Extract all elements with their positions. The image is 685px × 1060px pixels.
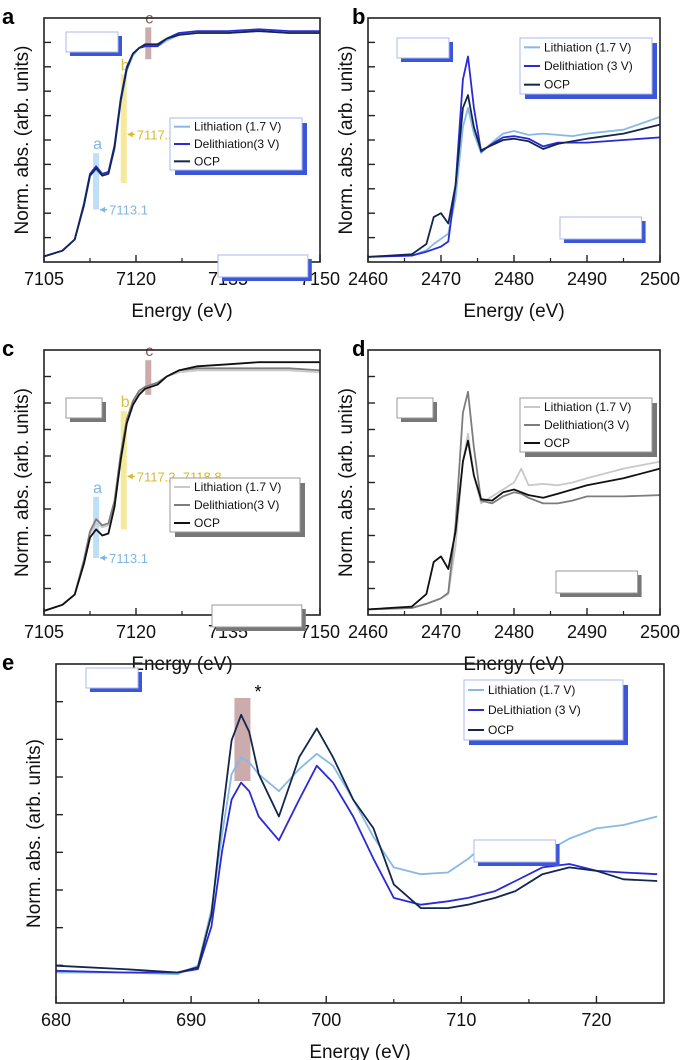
legend-entry: OCP <box>488 723 514 737</box>
edge-label-box <box>217 254 309 278</box>
x-axis-label: Energy (eV) <box>131 301 232 322</box>
x-tick-label: 2480 <box>494 622 534 642</box>
x-tick-label: 2470 <box>421 622 461 642</box>
marker-band-c <box>145 360 152 395</box>
marker-label-c: c <box>145 10 153 27</box>
annotation-arrowhead <box>127 131 133 138</box>
legend-entry: OCP <box>544 78 570 92</box>
x-tick-label: 2490 <box>567 269 607 289</box>
edge-label-box <box>211 604 303 628</box>
x-tick-label: 690 <box>176 1010 206 1030</box>
annotation-a: 7113.1 <box>109 551 148 566</box>
marker-label-b: b <box>121 57 130 74</box>
series-line-3 <box>43 30 320 258</box>
panel-letter: d <box>352 336 365 361</box>
legend-box <box>519 397 653 453</box>
legend-entry: Lithiation (1.7 V) <box>544 40 631 54</box>
x-tick-label: 680 <box>41 1010 71 1030</box>
series-line-3 <box>43 361 320 612</box>
x-tick-label: 7105 <box>24 269 64 289</box>
x-tick-label: 2460 <box>348 622 388 642</box>
marker-band-b <box>120 74 127 184</box>
condition-label-box <box>65 397 103 419</box>
panel-e: e * 680 690 700 710 720 Energy (eV) Norm. abs. (… <box>2 650 665 1060</box>
marker-band-* <box>234 698 251 781</box>
series-line-3 <box>367 439 661 611</box>
marker-label-star: * <box>254 682 261 702</box>
edge-label-box <box>559 216 643 240</box>
marker-label-b: b <box>121 394 130 411</box>
legend-entry: Delithiation(3 V) <box>194 498 279 512</box>
marker-band-b <box>120 411 127 530</box>
legend-box <box>169 477 301 533</box>
series-line-2 <box>43 367 321 612</box>
x-tick-label: 7150 <box>300 622 340 642</box>
legend-entry: Delithiation(3 V) <box>544 418 629 432</box>
marker-band-a <box>93 496 100 558</box>
legend-entry: Lithiation (1.7 V) <box>194 120 281 134</box>
panel-a: aa7113.1b7117.2–7118.8c7105712071357150E… <box>2 4 340 322</box>
edge-label-box <box>555 570 639 594</box>
x-tick-label: 2500 <box>640 622 680 642</box>
panel-letter: a <box>2 4 15 29</box>
x-tick-label: 7120 <box>116 269 156 289</box>
legend-entry: Lithiation (1.7 V) <box>544 400 631 414</box>
series-line-2 <box>367 390 661 611</box>
marker-label-c: c <box>145 343 153 360</box>
x-tick-label: 2460 <box>348 269 388 289</box>
y-axis-label: Norm. abs. (arb. units) <box>12 46 33 235</box>
legend-entry: OCP <box>544 436 570 450</box>
x-tick-label: 2490 <box>567 622 607 642</box>
annotation-arrowhead <box>100 554 106 561</box>
legend-entry: Lithiation (1.7 V) <box>488 683 575 697</box>
x-tick-label: 7105 <box>24 622 64 642</box>
condition-label-box <box>396 397 434 419</box>
marker-band-a <box>93 153 100 210</box>
legend-entry: DeLithiation (3 V) <box>488 703 581 717</box>
panel-letter: e <box>2 650 14 675</box>
legend-entry: Delithiation (3 V) <box>544 59 633 73</box>
panel-letter: c <box>2 336 14 361</box>
y-axis-label: Norm. abs. (arb. units) <box>24 739 45 928</box>
annotation-arrowhead <box>127 473 133 480</box>
annotation-arrowhead <box>100 206 106 213</box>
legend-entry: Delithiation(3 V) <box>194 137 279 151</box>
condition-label-box <box>65 31 119 53</box>
x-tick-label: 2480 <box>494 269 534 289</box>
x-tick-label: 710 <box>446 1010 476 1030</box>
legend-box <box>519 37 653 95</box>
x-tick-label: 720 <box>581 1010 611 1030</box>
x-tick-label: 2470 <box>421 269 461 289</box>
condition-label-box <box>396 37 450 59</box>
x-tick-label: 7120 <box>116 622 156 642</box>
x-tick-label: 2500 <box>640 269 680 289</box>
condition-label-box <box>85 667 139 689</box>
x-axis-label: Energy (eV) <box>309 1042 410 1060</box>
series-line-3 <box>55 714 658 974</box>
panel-b: b 2460 2470 2480 2490 2500 Energy (eV) Norm. ab… <box>336 4 680 322</box>
y-axis-label: Norm. abs. (arb. units) <box>12 388 33 577</box>
y-axis-label: Norm. abs. (arb. units) <box>336 46 357 235</box>
panel-letter: b <box>352 4 365 29</box>
x-axis-label: Energy (eV) <box>463 301 564 322</box>
x-tick-label: 700 <box>311 1010 341 1030</box>
marker-label-a: a <box>93 480 102 497</box>
legend-entry: Lithiation (1.7 V) <box>194 480 281 494</box>
legend-entry: OCP <box>194 516 220 530</box>
marker-band-c <box>145 27 152 60</box>
series-line-3 <box>367 94 661 258</box>
axes-frame <box>55 663 665 1004</box>
edge-label-box <box>473 839 557 863</box>
y-axis-label: Norm. abs. (arb. units) <box>336 388 357 577</box>
marker-label-a: a <box>93 136 102 153</box>
legend-box <box>169 117 303 171</box>
series-line-1 <box>367 107 661 258</box>
legend-box <box>463 679 624 741</box>
series-line-2 <box>55 764 658 974</box>
legend-entry: OCP <box>194 154 220 168</box>
annotation-a: 7113.1 <box>109 203 148 218</box>
